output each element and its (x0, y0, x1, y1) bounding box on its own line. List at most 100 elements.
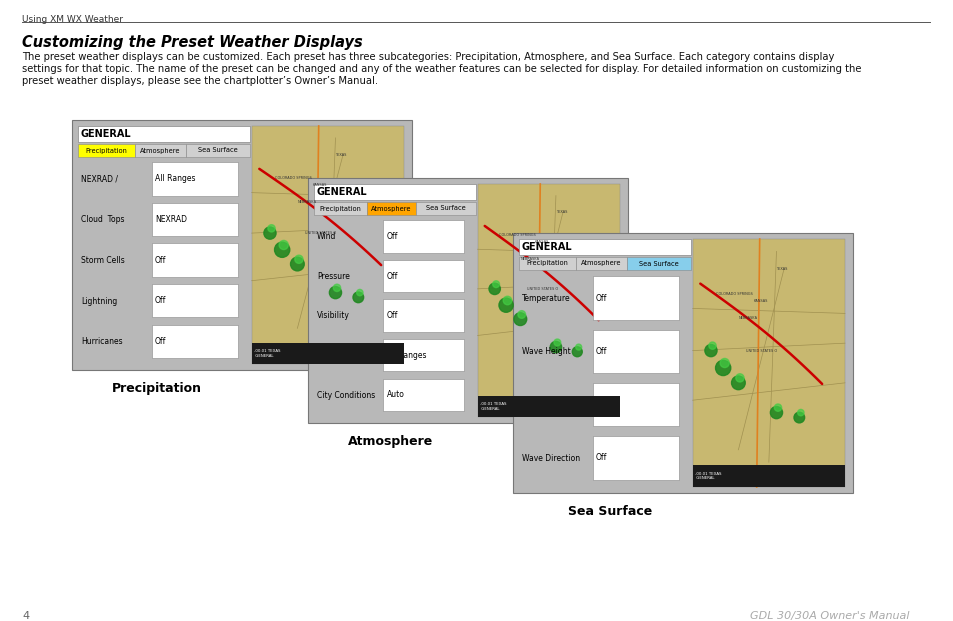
Bar (152, 325, 237, 358)
Text: UNITED STATES O: UNITED STATES O (527, 287, 558, 291)
Text: Visibility: Visibility (316, 312, 350, 320)
Bar (152, 243, 237, 277)
Text: Wave Period: Wave Period (521, 401, 569, 410)
Bar (78, 126, 250, 142)
Text: Wave Direction: Wave Direction (521, 454, 579, 463)
Circle shape (291, 257, 304, 271)
Bar (152, 203, 237, 236)
Bar (314, 184, 476, 200)
Circle shape (279, 240, 288, 250)
Bar (513, 233, 852, 493)
Text: Off: Off (596, 347, 606, 356)
Text: The preset weather displays can be customized. Each preset has three subcategori: The preset weather displays can be custo… (22, 52, 834, 62)
Circle shape (498, 298, 513, 312)
Bar (592, 383, 678, 427)
Text: UNITED STATES O: UNITED STATES O (745, 348, 777, 353)
Text: Precipitation: Precipitation (86, 148, 127, 153)
Text: -00:01 TEXAS
 GENERAL: -00:01 TEXAS GENERAL (694, 471, 720, 480)
Text: preset weather displays, please see the chartplotter’s Owner’s Manual.: preset weather displays, please see the … (22, 76, 377, 86)
Bar (592, 276, 678, 320)
Text: KANSAS: KANSAS (534, 240, 548, 244)
Text: Sea Surface: Sea Surface (425, 206, 465, 212)
Circle shape (715, 360, 730, 376)
Text: TEXAS: TEXAS (776, 267, 787, 271)
Circle shape (797, 409, 803, 416)
Text: Fronts: Fronts (316, 351, 340, 360)
Text: COLORADO SPRINGS: COLORADO SPRINGS (498, 233, 536, 237)
Text: UNITED STATES O: UNITED STATES O (305, 231, 335, 235)
Text: Off: Off (386, 232, 397, 241)
Bar (383, 299, 464, 332)
Bar (152, 284, 237, 317)
Text: Using XM WX Weather: Using XM WX Weather (22, 15, 123, 24)
Bar (518, 239, 690, 255)
Text: Atmosphere: Atmosphere (140, 148, 180, 153)
Text: Off: Off (596, 294, 606, 302)
Circle shape (268, 225, 274, 232)
Text: Atmosphere: Atmosphere (371, 206, 412, 212)
Bar (477, 184, 619, 417)
Circle shape (274, 242, 290, 257)
Text: Precipitation: Precipitation (112, 382, 202, 395)
Text: 4: 4 (22, 611, 30, 621)
Text: All Ranges: All Ranges (154, 175, 195, 183)
Bar (383, 220, 464, 253)
Text: Off: Off (596, 400, 606, 409)
Bar (592, 330, 678, 373)
Text: KANSAS: KANSAS (753, 299, 767, 303)
Circle shape (294, 255, 303, 263)
Text: NEXRAD: NEXRAD (154, 215, 187, 224)
Text: NEBRASKA: NEBRASKA (519, 256, 538, 261)
Circle shape (708, 342, 716, 349)
Text: Auto: Auto (386, 391, 404, 399)
Circle shape (735, 374, 743, 382)
Text: -00:01 TEXAS
 GENERAL: -00:01 TEXAS GENERAL (253, 349, 280, 358)
Bar (692, 239, 844, 487)
Text: Temperature: Temperature (521, 294, 570, 303)
Text: Sea Surface: Sea Surface (198, 148, 237, 153)
Circle shape (793, 412, 803, 423)
Circle shape (492, 281, 499, 288)
Text: Precipitation: Precipitation (526, 260, 568, 266)
Bar (367, 202, 416, 215)
Circle shape (704, 345, 717, 356)
Circle shape (353, 292, 363, 302)
Text: GENERAL: GENERAL (81, 129, 132, 139)
Circle shape (329, 286, 341, 299)
Circle shape (517, 310, 525, 319)
Circle shape (554, 339, 560, 346)
Text: Off: Off (154, 337, 166, 346)
Bar (78, 144, 134, 157)
Bar (308, 178, 627, 423)
Text: COLORADO SPRINGS: COLORADO SPRINGS (274, 176, 311, 180)
Text: Lightning: Lightning (81, 297, 117, 306)
Circle shape (731, 376, 744, 390)
Text: GENERAL: GENERAL (521, 242, 572, 252)
Text: Sea Surface: Sea Surface (639, 260, 679, 266)
Bar (134, 144, 186, 157)
Circle shape (572, 347, 581, 356)
Bar (314, 202, 367, 215)
Bar (416, 202, 476, 215)
Text: Atmosphere: Atmosphere (580, 260, 621, 266)
Text: Precipitation: Precipitation (319, 206, 361, 212)
Text: Off: Off (154, 256, 166, 265)
Circle shape (264, 227, 275, 239)
Text: NEBRASKA: NEBRASKA (738, 316, 757, 320)
Text: Atmosphere: Atmosphere (348, 435, 433, 448)
Text: Off: Off (386, 271, 397, 281)
Bar (477, 396, 619, 417)
Text: Wind: Wind (316, 232, 336, 242)
Text: GDL 30/30A Owner's Manual: GDL 30/30A Owner's Manual (749, 611, 908, 621)
Bar (692, 465, 844, 487)
Text: TEXAS: TEXAS (556, 210, 567, 214)
Circle shape (489, 283, 500, 294)
Circle shape (514, 313, 526, 325)
Bar (383, 379, 464, 411)
Bar (518, 257, 575, 270)
Text: Pressure: Pressure (316, 272, 350, 281)
Text: Off: Off (154, 296, 166, 305)
Text: GENERAL: GENERAL (316, 187, 367, 197)
Text: All Ranges: All Ranges (386, 351, 427, 360)
Text: Off: Off (596, 453, 606, 463)
